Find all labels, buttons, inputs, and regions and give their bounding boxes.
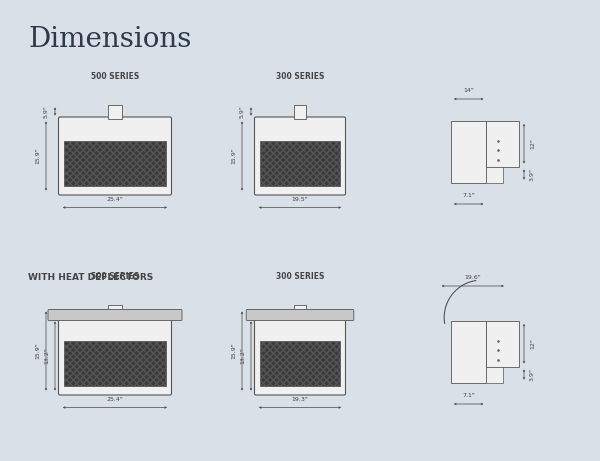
Bar <box>108 305 122 319</box>
FancyBboxPatch shape <box>48 309 182 320</box>
Text: 5.9": 5.9" <box>240 105 245 118</box>
Text: 19.3": 19.3" <box>292 396 308 402</box>
Text: 12": 12" <box>530 338 535 349</box>
Text: 15.9": 15.9" <box>35 148 40 165</box>
Bar <box>260 141 340 186</box>
Bar <box>451 121 487 183</box>
Bar <box>260 341 340 386</box>
Text: 300 SERIES: 300 SERIES <box>276 272 324 281</box>
Text: 13.2": 13.2" <box>240 348 245 365</box>
Bar <box>451 321 487 383</box>
Text: 3.9": 3.9" <box>530 368 535 381</box>
Bar <box>108 105 122 118</box>
Text: 15.9": 15.9" <box>231 343 236 360</box>
Bar <box>487 366 503 383</box>
Text: 500 SERIES: 500 SERIES <box>91 272 139 281</box>
Text: 25.4": 25.4" <box>107 396 124 402</box>
Text: 7.1": 7.1" <box>462 393 475 398</box>
Bar <box>64 341 166 386</box>
Bar <box>487 321 519 366</box>
FancyBboxPatch shape <box>246 309 354 320</box>
Text: 12": 12" <box>530 138 535 149</box>
FancyBboxPatch shape <box>254 317 346 395</box>
Text: 5.9": 5.9" <box>44 105 49 118</box>
Text: 3.9": 3.9" <box>530 168 535 181</box>
Text: 13.2": 13.2" <box>44 348 49 365</box>
Bar <box>64 141 166 186</box>
FancyBboxPatch shape <box>58 117 172 195</box>
Text: 25.4": 25.4" <box>107 196 124 201</box>
Bar <box>294 305 306 319</box>
Text: WITH HEAT DEFLECTORS: WITH HEAT DEFLECTORS <box>28 273 153 282</box>
Text: 15.9": 15.9" <box>231 148 236 165</box>
Bar <box>487 121 519 166</box>
FancyBboxPatch shape <box>58 317 172 395</box>
Text: 19.6": 19.6" <box>464 275 481 280</box>
Text: 19.5": 19.5" <box>292 196 308 201</box>
Text: 7.1": 7.1" <box>462 193 475 198</box>
Text: 500 SERIES: 500 SERIES <box>91 72 139 81</box>
Text: 15.9": 15.9" <box>35 343 40 360</box>
Text: Dimensions: Dimensions <box>28 26 191 53</box>
Text: 14": 14" <box>463 88 474 93</box>
FancyBboxPatch shape <box>254 117 346 195</box>
Bar <box>294 105 306 118</box>
Text: 300 SERIES: 300 SERIES <box>276 72 324 81</box>
Bar <box>487 166 503 183</box>
